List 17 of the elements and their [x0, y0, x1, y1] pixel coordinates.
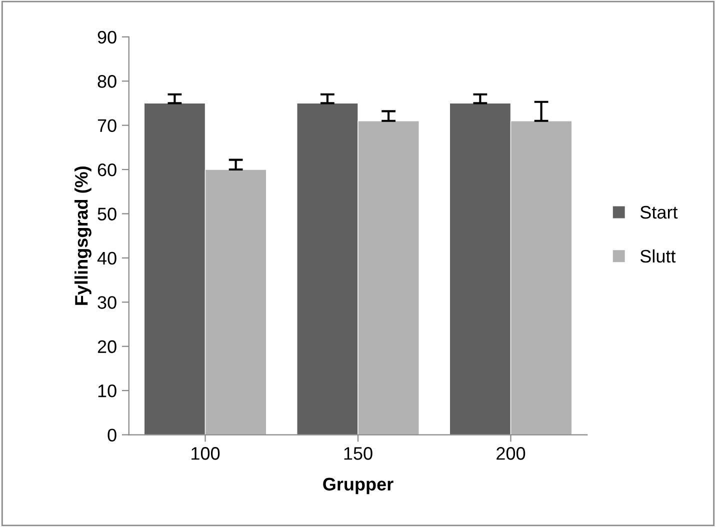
y-tick-label: 20: [98, 340, 116, 354]
y-tick-label: 60: [98, 163, 116, 176]
y-tick-label: 80: [98, 75, 116, 88]
x-axis-title: Grupper: [323, 478, 394, 494]
y-axis-title: Fyllingsgrad (%): [74, 166, 92, 305]
legend-label: Slutt: [640, 249, 676, 263]
legend-label: Start: [640, 206, 678, 219]
x-tick-label: 100: [192, 447, 220, 460]
x-tick-label: 150: [344, 447, 372, 460]
y-tick-label: 10: [98, 384, 116, 398]
x-tick-label: 200: [496, 447, 526, 460]
y-tick-label: 90: [98, 30, 116, 44]
y-tick-label: 50: [98, 208, 116, 220]
y-tick-label: 40: [97, 252, 116, 265]
y-tick-label: 70: [98, 119, 116, 132]
y-tick-label: 30: [98, 296, 116, 309]
y-tick-label: 0: [108, 428, 116, 442]
